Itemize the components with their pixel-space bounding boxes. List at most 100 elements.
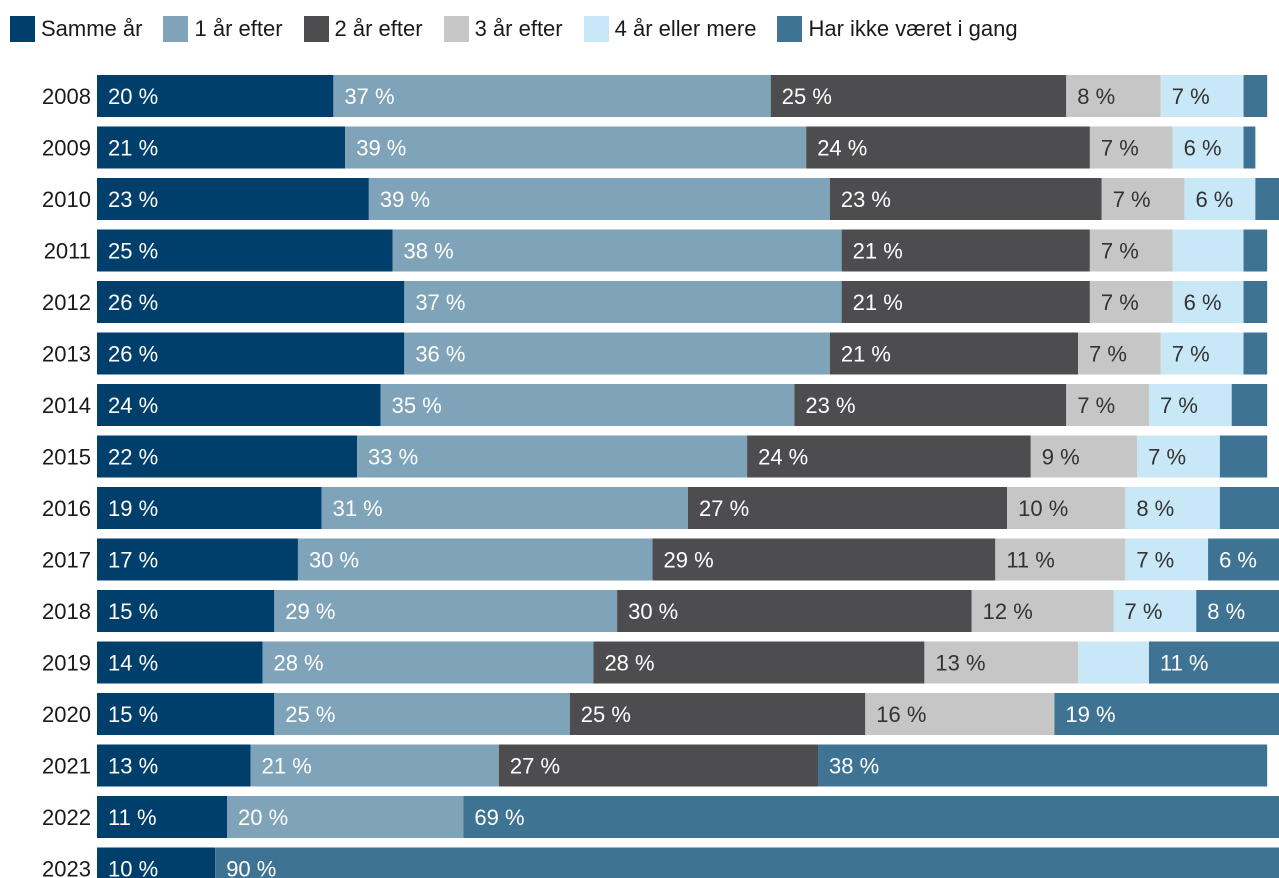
- data-label: 7 %: [1077, 393, 1115, 418]
- data-label: 23 %: [805, 393, 855, 418]
- bar-segment: [995, 538, 1126, 581]
- bar-segment: [806, 126, 1090, 169]
- legend-item: 1 år efter: [163, 16, 283, 42]
- bar-segment: [1196, 590, 1279, 632]
- category-label: 2008: [42, 84, 91, 109]
- data-label: 21 %: [108, 136, 158, 161]
- data-label: 22 %: [108, 445, 158, 470]
- bar-segment: [250, 744, 499, 787]
- bar-segment: [1184, 178, 1256, 220]
- bar-segment: [274, 693, 570, 735]
- category-label: 2011: [44, 239, 91, 264]
- bar-segment: [593, 641, 925, 684]
- category-label: 2012: [42, 290, 91, 315]
- category-label: 2015: [42, 445, 91, 470]
- bar-segment: [97, 590, 275, 632]
- bar-segment: [262, 641, 594, 684]
- bar-segment: [1078, 332, 1161, 375]
- data-label: 25 %: [285, 702, 335, 727]
- data-label: 26 %: [108, 342, 158, 367]
- data-label: 7 %: [1101, 239, 1139, 264]
- bar-segment: [569, 693, 866, 735]
- data-label: 29 %: [664, 548, 714, 573]
- bar-segment: [1137, 435, 1220, 478]
- bar-segment: [97, 281, 405, 323]
- data-label: 7 %: [1148, 445, 1186, 470]
- bar-segment: [1148, 384, 1232, 426]
- data-label: 21 %: [853, 239, 903, 264]
- bar-segment: [1219, 487, 1279, 529]
- data-label: 11 %: [108, 805, 157, 830]
- data-label: 12 %: [983, 599, 1033, 624]
- legend-label: Samme år: [41, 16, 143, 41]
- bar-segment: [1101, 178, 1185, 220]
- data-label: 23 %: [108, 187, 158, 212]
- bar-segment: [818, 744, 1268, 787]
- data-label: 25 %: [782, 84, 832, 109]
- data-label: 26 %: [108, 290, 158, 315]
- bar-segment: [97, 847, 216, 878]
- data-label: 30 %: [309, 548, 359, 573]
- data-label: 15 %: [108, 599, 158, 624]
- bar-segment: [1255, 178, 1279, 220]
- legend-label: Har ikke været i gang: [808, 16, 1018, 41]
- bar-segment: [97, 229, 393, 272]
- legend-swatch: [777, 16, 803, 42]
- data-label: 69 %: [474, 805, 524, 830]
- data-label: 21 %: [853, 290, 903, 315]
- data-label: 25 %: [581, 702, 631, 727]
- data-label: 16 %: [876, 702, 926, 727]
- legend-item: Har ikke været i gang: [777, 16, 1018, 42]
- bar-segment: [1066, 384, 1149, 426]
- legend-item: 2 år efter: [303, 16, 423, 42]
- legend-swatch: [583, 16, 609, 42]
- data-label: 37 %: [415, 290, 465, 315]
- bar-segment: [1089, 126, 1173, 169]
- category-label: 2018: [42, 599, 91, 624]
- data-label: 17 %: [108, 548, 158, 573]
- bar-segment: [829, 178, 1102, 220]
- bar-segment: [1007, 487, 1126, 529]
- data-label: 30 %: [628, 599, 678, 624]
- data-label: 38 %: [829, 754, 879, 779]
- data-label: 7 %: [1101, 290, 1139, 315]
- legend-label: 4 år eller mere: [614, 16, 757, 41]
- bar-segment: [321, 487, 688, 529]
- data-label: 39 %: [380, 187, 430, 212]
- data-label: 35 %: [392, 393, 442, 418]
- bar-segment: [404, 281, 842, 323]
- bar-segment: [498, 744, 819, 787]
- bar-segment: [97, 693, 275, 735]
- legend-swatch: [443, 16, 469, 42]
- category-label: 2022: [42, 805, 91, 830]
- data-label: 7 %: [1172, 342, 1210, 367]
- category-label: 2019: [42, 651, 91, 676]
- data-label: 7 %: [1101, 136, 1139, 161]
- data-label: 27 %: [699, 496, 749, 521]
- bar-segment: [829, 332, 1079, 375]
- category-label: 2014: [42, 393, 91, 418]
- legend-item: Samme år: [10, 16, 142, 42]
- legend-swatch: [303, 16, 329, 42]
- data-label: 13 %: [108, 754, 158, 779]
- data-label: 21 %: [841, 342, 891, 367]
- bar-segment: [1125, 538, 1209, 581]
- bar-segment: [1172, 229, 1244, 272]
- bar-segment: [1113, 590, 1197, 632]
- data-label: 7 %: [1113, 187, 1151, 212]
- legend-item: 4 år eller mere: [583, 16, 757, 42]
- data-label: 19 %: [1065, 702, 1115, 727]
- bar-segment: [1030, 435, 1138, 478]
- data-label: 11 %: [1006, 548, 1055, 573]
- data-label: 6 %: [1195, 187, 1233, 212]
- legend-item: 3 år efter: [443, 16, 563, 42]
- bar-segment: [215, 847, 1279, 878]
- bar-segment: [617, 590, 972, 632]
- bar-segment: [97, 641, 263, 684]
- data-label: 21 %: [262, 754, 312, 779]
- data-label: 36 %: [415, 342, 465, 367]
- bar-segment: [1160, 332, 1244, 375]
- data-label: 28 %: [604, 651, 654, 676]
- data-label: 11 %: [1160, 651, 1209, 676]
